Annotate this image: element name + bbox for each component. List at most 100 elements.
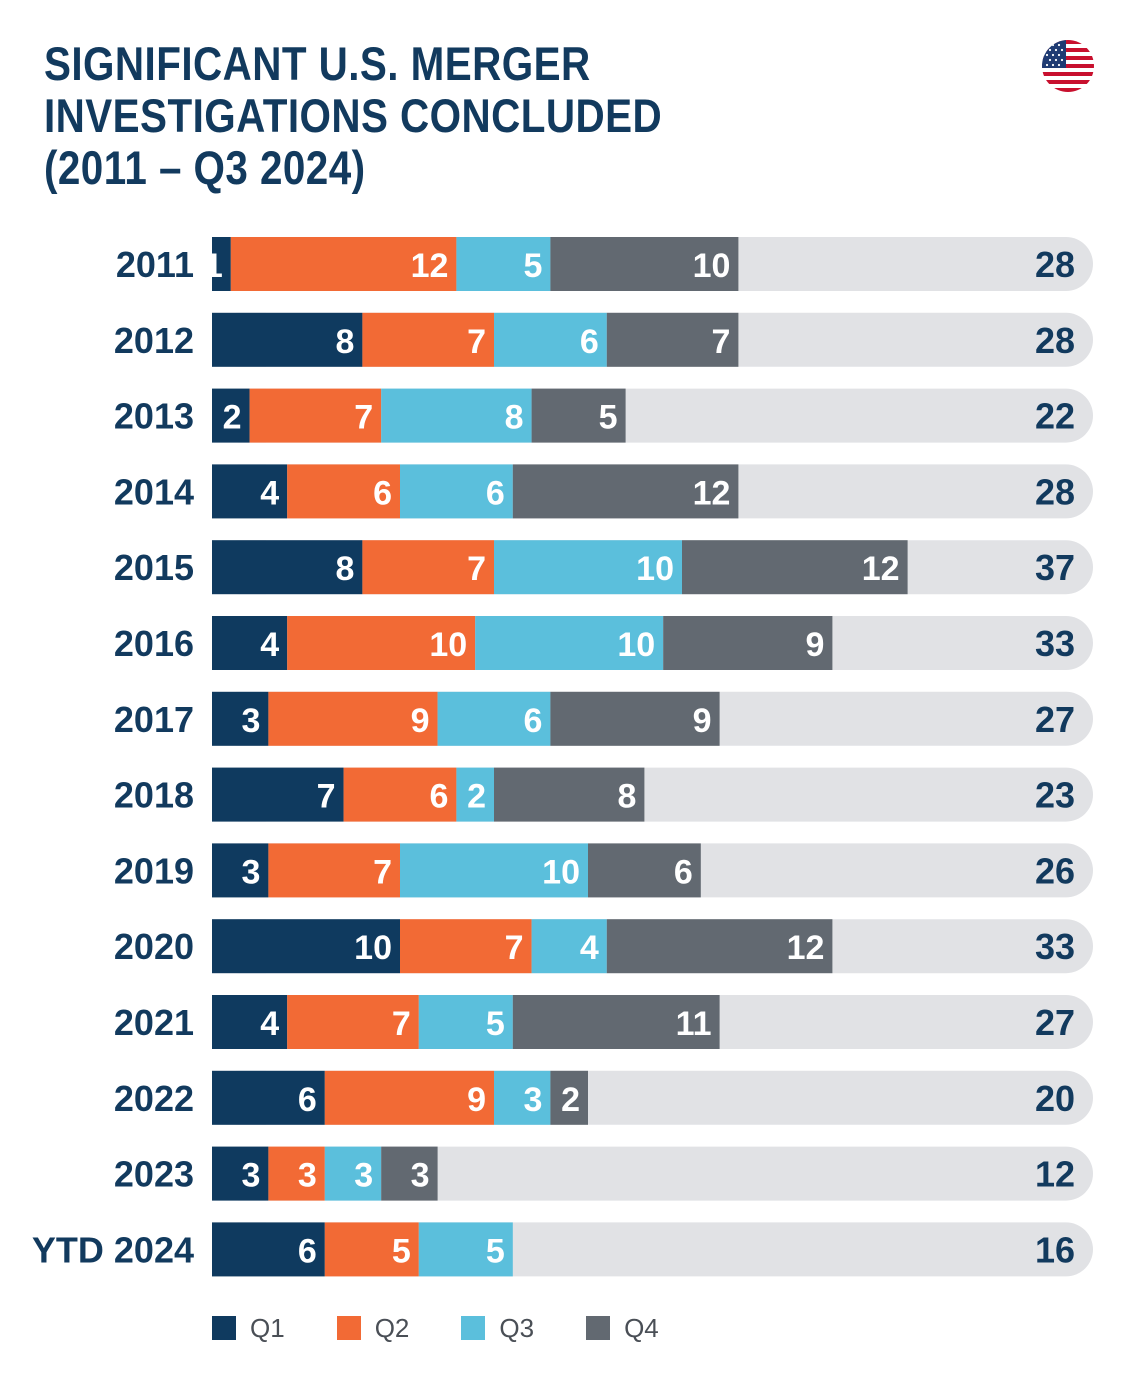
bar-segment-q3	[456, 767, 494, 822]
total-label: 28	[1035, 320, 1075, 361]
bar-segment-q2	[268, 843, 400, 898]
bar-segment-q4	[512, 464, 739, 519]
category-label: 2018	[114, 775, 194, 816]
category-label: 2017	[114, 699, 194, 740]
data-label-q4: 3	[411, 1157, 430, 1195]
title-line-3: (2011 – Q3 2024)	[44, 141, 366, 194]
legend-label-q1: Q1	[250, 1312, 285, 1343]
bar-segment-q1	[212, 464, 288, 519]
bar-segment-q4	[606, 312, 739, 367]
category-label: 2021	[114, 1002, 194, 1043]
total-label: 12	[1035, 1154, 1075, 1195]
legend-swatch-q2	[336, 1316, 361, 1340]
category-label: 2022	[114, 1078, 194, 1119]
bar-segment-q4	[550, 237, 739, 291]
data-label-q1: 6	[298, 1081, 317, 1119]
bar-segment-q3	[531, 919, 607, 974]
bar-segment-q3	[400, 843, 588, 898]
bar-segment-q4	[550, 691, 720, 746]
data-label-q3: 6	[580, 323, 599, 361]
data-label-q4: 6	[674, 853, 693, 891]
bar-segment-q2	[362, 540, 494, 595]
data-label-q2: 7	[505, 929, 524, 967]
bar-segment-q4	[550, 1070, 588, 1125]
category-label: 2014	[114, 471, 194, 512]
data-label-q4: 12	[862, 550, 900, 588]
bar-segment-q1	[212, 767, 344, 822]
bar-segment-q3	[494, 1070, 551, 1125]
legend-swatch-q4	[586, 1316, 611, 1340]
total-label: 22	[1035, 396, 1075, 437]
chart-legend: Q1 Q2 Q3 Q4	[212, 1313, 711, 1343]
bar-segment-q3	[437, 691, 551, 746]
bar-segment-q2	[343, 767, 457, 822]
bar-segment-q3	[475, 616, 664, 670]
total-label: 28	[1035, 244, 1075, 285]
title-line-1: SIGNIFICANT U.S. MERGER	[44, 37, 591, 90]
data-label-q2: 7	[392, 1005, 411, 1043]
us-flag-icon	[1042, 40, 1094, 92]
data-label-q1: 8	[335, 550, 354, 588]
legend-item-q2: Q2	[336, 1313, 409, 1344]
total-label: 20	[1035, 1078, 1075, 1119]
category-label: 2015	[114, 547, 194, 588]
data-label-q1: 6	[298, 1232, 317, 1270]
data-label-q2: 7	[373, 853, 392, 891]
total-label: 33	[1035, 623, 1075, 664]
data-label-q2: 6	[373, 474, 392, 512]
data-label-q3: 2	[467, 778, 486, 816]
data-label-q2: 5	[392, 1232, 411, 1270]
data-label-q3: 8	[505, 399, 524, 437]
category-label: 2012	[114, 320, 194, 361]
bar-segment-q2	[230, 237, 457, 291]
data-label-q2: 6	[429, 778, 448, 816]
bar-segment-q1	[212, 919, 400, 974]
bar-segment-q2	[268, 1146, 325, 1201]
bar-segment-q1	[212, 691, 269, 746]
data-label-q4: 12	[693, 474, 731, 512]
data-label-q3: 3	[354, 1157, 373, 1195]
data-label-q2: 9	[467, 1081, 486, 1119]
bar-segment-q4	[663, 616, 833, 670]
data-label-q1: 4	[260, 1005, 279, 1043]
data-label-q1: 7	[317, 778, 336, 816]
data-label-q4: 8	[617, 778, 636, 816]
data-label-q1: 8	[335, 323, 354, 361]
category-label: 2019	[114, 850, 194, 891]
bar-segment-q3	[418, 995, 513, 1049]
bar-segment-q1	[212, 312, 363, 367]
data-label-q2: 9	[411, 702, 430, 740]
legend-label-q3: Q3	[499, 1312, 535, 1343]
category-label: 2020	[114, 926, 194, 967]
legend-item-q3: Q3	[461, 1313, 534, 1344]
bar-segment-q2	[400, 919, 532, 974]
bar-segment-q1	[212, 237, 231, 291]
data-label-q3: 5	[486, 1005, 505, 1043]
bar-segment-q2	[287, 995, 419, 1049]
data-label-q1: 3	[241, 853, 260, 891]
bar-segment-q4	[531, 388, 626, 443]
bar-segment-q4	[588, 843, 701, 898]
legend-item-q1: Q1	[212, 1313, 285, 1344]
bar-segment-q4	[512, 995, 720, 1049]
data-label-q1: 10	[354, 929, 392, 967]
data-label-q3: 6	[486, 474, 505, 512]
total-label: 27	[1035, 1002, 1075, 1043]
bar-segment-q1	[212, 1222, 325, 1277]
category-label: 2013	[114, 396, 194, 437]
data-label-q3: 10	[617, 626, 655, 664]
bar-segment-q2	[249, 388, 382, 443]
data-label-q3: 10	[636, 550, 674, 588]
category-label: 2016	[114, 623, 194, 664]
data-label-q3: 3	[523, 1081, 542, 1119]
data-label-q2: 7	[467, 323, 486, 361]
data-label-q4: 9	[693, 702, 712, 740]
data-label-q2: 3	[298, 1157, 317, 1195]
data-label-q4: 5	[599, 399, 618, 437]
total-label: 37	[1035, 547, 1075, 588]
legend-item-q4: Q4	[586, 1313, 659, 1344]
data-label-q1: 1	[204, 247, 223, 285]
title-line-2: INVESTIGATIONS CONCLUDED	[44, 89, 663, 142]
data-label-q3: 6	[523, 702, 542, 740]
data-label-q3: 4	[580, 929, 599, 967]
